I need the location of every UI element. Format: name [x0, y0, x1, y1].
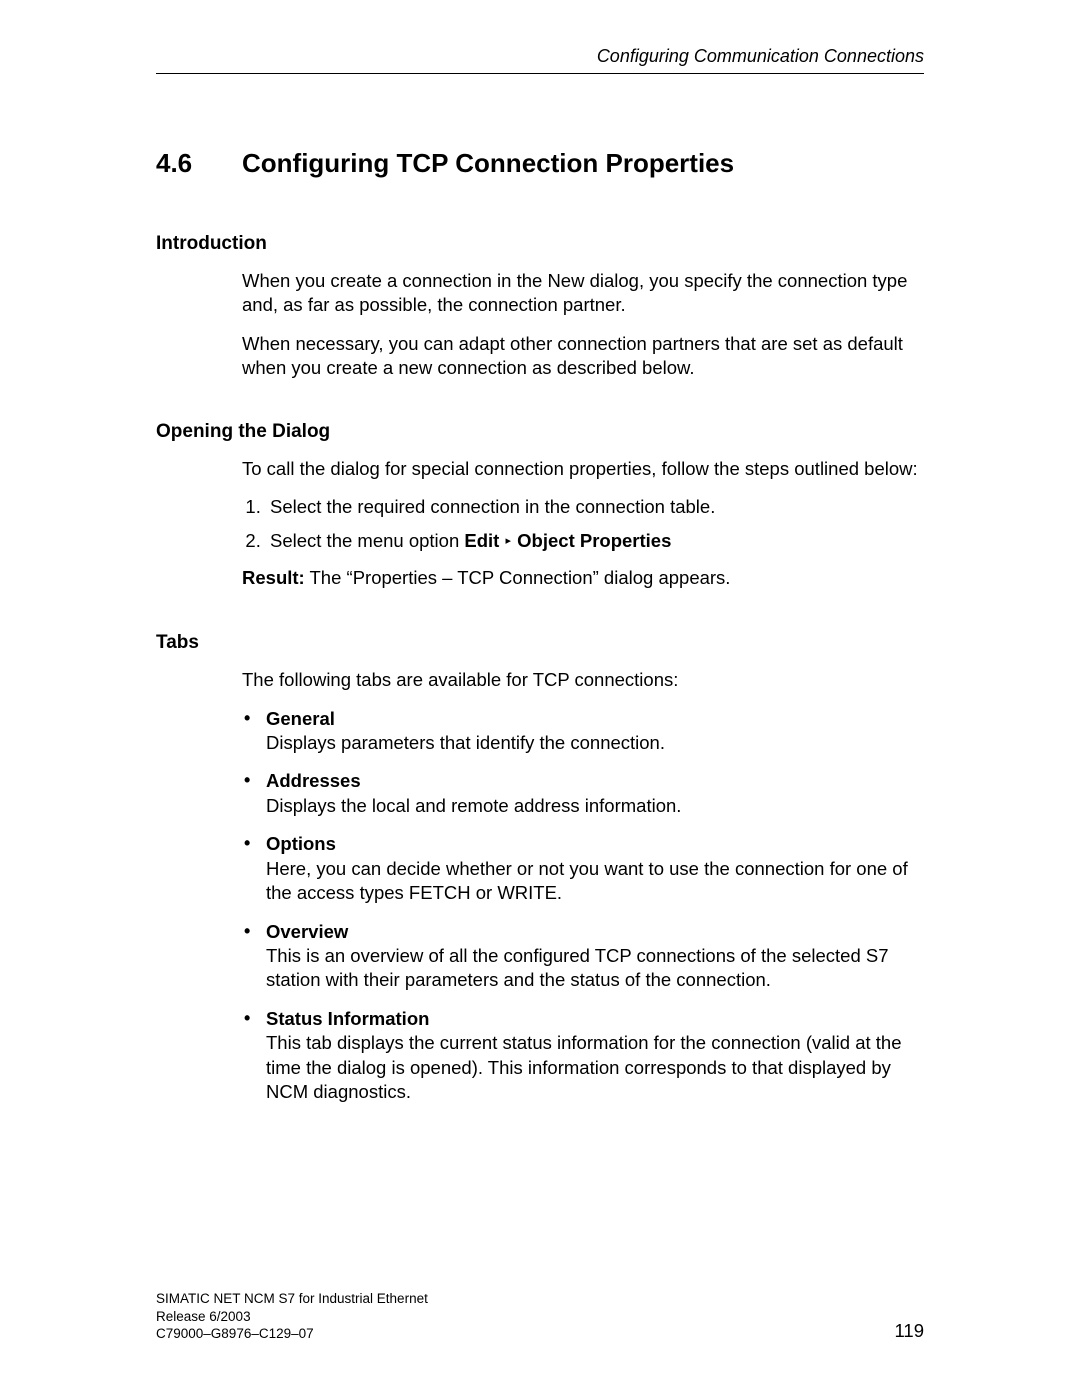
- tab-name: Overview: [266, 921, 348, 942]
- subheading-tabs: Tabs: [156, 632, 924, 654]
- section-heading-row: 4.6 Configuring TCP Connection Propertie…: [156, 148, 924, 179]
- intro-paragraph-2: When necessary, you can adapt other conn…: [242, 332, 924, 381]
- tab-item-overview: Overview This is an overview of all the …: [242, 920, 924, 993]
- footer-line-2: Release 6/2003: [156, 1308, 428, 1326]
- tabs-intro: The following tabs are available for TCP…: [242, 668, 924, 692]
- step-2: Select the menu option Edit ▸ Object Pro…: [266, 529, 924, 553]
- menu-edit: Edit: [464, 530, 499, 551]
- footer-line-3: C79000–G8976–C129–07: [156, 1325, 428, 1343]
- tab-name: Options: [266, 833, 336, 854]
- steps-list: Select the required connection in the co…: [242, 495, 924, 554]
- running-header: Configuring Communication Connections: [156, 46, 924, 74]
- subheading-opening-dialog: Opening the Dialog: [156, 421, 924, 443]
- tab-name: Status Information: [266, 1008, 429, 1029]
- step-2-prefix: Select the menu option: [270, 530, 464, 551]
- tabs-list: General Displays parameters that identif…: [242, 707, 924, 1105]
- tab-item-status-information: Status Information This tab displays the…: [242, 1007, 924, 1105]
- result-label: Result:: [242, 567, 305, 588]
- tab-item-addresses: Addresses Displays the local and remote …: [242, 769, 924, 818]
- subheading-introduction: Introduction: [156, 233, 924, 255]
- section-title: Configuring TCP Connection Properties: [242, 148, 734, 179]
- tab-name: Addresses: [266, 770, 361, 791]
- page-number: 119: [895, 1319, 925, 1343]
- tab-desc: Displays parameters that identify the co…: [266, 732, 665, 753]
- tab-desc: This is an overview of all the configure…: [266, 945, 889, 990]
- tab-desc: Here, you can decide whether or not you …: [266, 858, 908, 903]
- tab-item-general: General Displays parameters that identif…: [242, 707, 924, 756]
- document-page: Configuring Communication Connections 4.…: [0, 0, 1080, 1104]
- introduction-body: When you create a connection in the New …: [156, 269, 924, 381]
- tab-desc: Displays the local and remote address in…: [266, 795, 681, 816]
- step-1: Select the required connection in the co…: [266, 495, 924, 519]
- result-line: Result: The “Properties – TCP Connection…: [242, 566, 924, 590]
- menu-arrow-icon: ▸: [504, 534, 512, 549]
- menu-object-properties: Object Properties: [517, 530, 671, 551]
- tab-desc: This tab displays the current status inf…: [266, 1032, 902, 1102]
- section-number: 4.6: [156, 148, 242, 179]
- tab-item-options: Options Here, you can decide whether or …: [242, 832, 924, 905]
- tabs-body: The following tabs are available for TCP…: [156, 668, 924, 1104]
- intro-paragraph-1: When you create a connection in the New …: [242, 269, 924, 318]
- opening-intro: To call the dialog for special connectio…: [242, 457, 924, 481]
- opening-body: To call the dialog for special connectio…: [156, 457, 924, 591]
- page-footer: SIMATIC NET NCM S7 for Industrial Ethern…: [156, 1290, 924, 1343]
- footer-left: SIMATIC NET NCM S7 for Industrial Ethern…: [156, 1290, 428, 1343]
- result-text: The “Properties – TCP Connection” dialog…: [305, 567, 731, 588]
- tab-name: General: [266, 708, 335, 729]
- footer-line-1: SIMATIC NET NCM S7 for Industrial Ethern…: [156, 1290, 428, 1308]
